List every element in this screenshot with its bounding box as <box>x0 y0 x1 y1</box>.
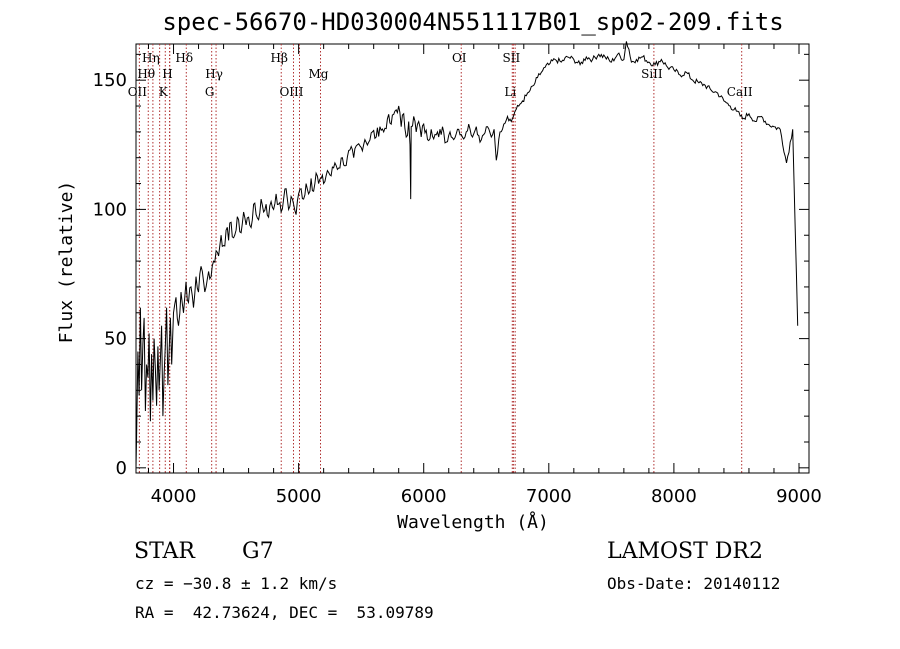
line-marker-label: Mg <box>309 67 329 81</box>
y-tick-label: 150 <box>93 70 127 91</box>
y-axis-label: Flux (relative) <box>56 181 77 344</box>
x-tick-label: 6000 <box>401 486 447 507</box>
line-marker-label: OI <box>452 51 467 65</box>
redshift-text: cz = −30.8 ± 1.2 km/s <box>135 574 338 593</box>
y-tick-label: 50 <box>104 329 127 350</box>
line-marker-label: Hγ <box>205 67 223 81</box>
x-tick-label: 4000 <box>151 486 197 507</box>
object-class: STAR <box>134 539 195 564</box>
line-marker-label: SII <box>503 51 521 65</box>
emission-line-markers <box>138 44 743 473</box>
line-marker-label: Hθ <box>137 67 155 81</box>
spectrum-line <box>135 41 799 468</box>
line-marker-label: CaII <box>727 85 753 99</box>
y-tick-label: 0 <box>116 458 127 479</box>
x-axis-label: Wavelength (Å) <box>397 511 549 533</box>
x-tick-label: 5000 <box>276 486 322 507</box>
line-marker-label: Li <box>504 85 516 99</box>
x-tick-label: 9000 <box>776 486 822 507</box>
axis-ticks: 4000 5000 6000 7000 8000 9000 0 50 100 150 <box>93 44 822 507</box>
object-subclass: G7 <box>242 539 274 564</box>
observation-date: Obs-Date: 20140112 <box>607 574 781 593</box>
line-marker-label: G <box>205 85 215 99</box>
chart-title: spec-56670-HD030004N551117B01_sp02-209.f… <box>162 8 783 36</box>
plot-frame <box>135 43 810 474</box>
x-tick-label: 7000 <box>526 486 572 507</box>
x-tick-label: 8000 <box>651 486 697 507</box>
line-marker-label: Hδ <box>175 51 193 65</box>
line-marker-label: H <box>162 67 172 81</box>
coordinates-text: RA = 42.73624, DEC = 53.09789 <box>135 603 434 622</box>
line-marker-label: OIII <box>279 85 303 99</box>
y-tick-label: 100 <box>93 199 127 220</box>
line-marker-label: Hη <box>142 51 160 65</box>
line-marker-label: SiII <box>641 67 663 81</box>
line-marker-label: Hβ <box>271 51 288 65</box>
survey-name: LAMOST DR2 <box>607 539 763 564</box>
line-marker-label: OII <box>128 85 148 99</box>
line-marker-label: K <box>159 85 169 99</box>
